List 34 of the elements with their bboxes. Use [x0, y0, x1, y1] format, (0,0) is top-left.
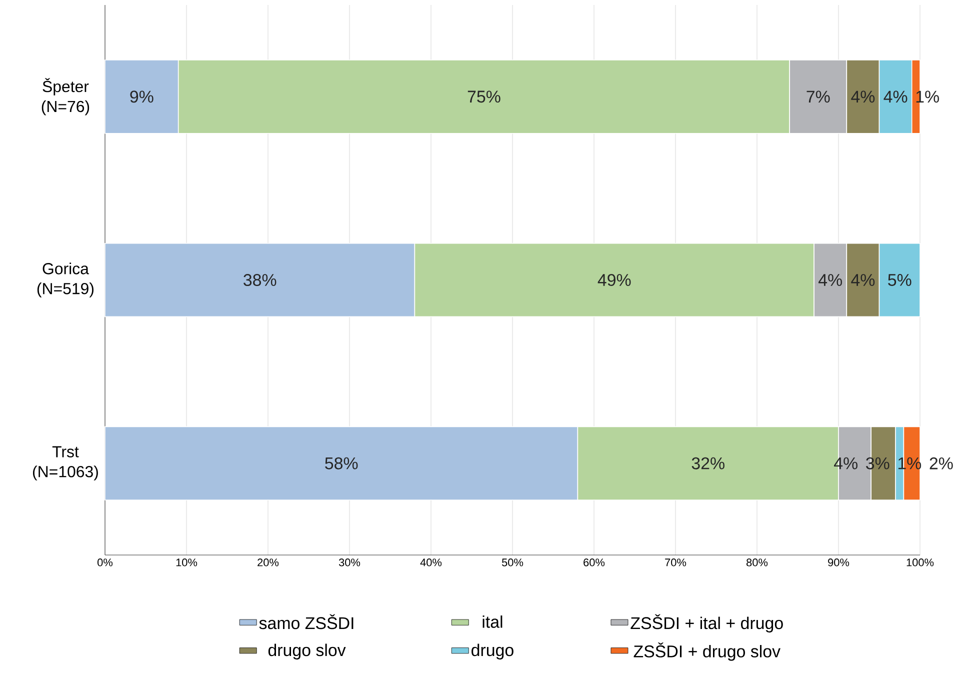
data-label: 4% — [851, 90, 875, 103]
data-label: 2% — [930, 457, 953, 470]
legend-label: drugo slov — [268, 644, 346, 660]
x-tick-label: 70% — [665, 558, 686, 566]
data-label: 32% — [692, 457, 724, 470]
data-label: 75% — [468, 90, 500, 103]
legend-label: ZSŠDI + drugo slov — [634, 642, 780, 661]
data-label: 49% — [598, 274, 631, 286]
data-label: 7% — [806, 90, 830, 103]
data-label: 38% — [244, 274, 276, 286]
data-label: 4% — [818, 274, 842, 286]
data-label: 4% — [851, 274, 875, 286]
x-tick-label: 90% — [828, 558, 850, 566]
x-tick-label: 10% — [176, 558, 198, 566]
y-tick-label: Trst (N=1063) — [33, 446, 98, 480]
legend-label: ital — [482, 615, 502, 628]
x-tick-label: 20% — [258, 558, 279, 566]
y-tick-label: Gorica (N=519) — [37, 262, 94, 298]
x-tick-label: 0% — [98, 558, 113, 566]
x-tick-label: 40% — [420, 558, 442, 566]
data-label: 58% — [325, 457, 358, 470]
x-tick-label: 30% — [338, 558, 360, 566]
y-tick-label: Špeter (N=76) — [42, 78, 90, 116]
legend-label: ZSŠDI + ital + drugo — [630, 614, 783, 633]
data-label: 4% — [834, 457, 858, 470]
data-label: 5% — [888, 274, 912, 286]
x-tick-label: 100% — [906, 558, 934, 566]
legend-label: drugo — [472, 644, 514, 660]
data-label: 4% — [884, 90, 908, 103]
legend-label: samo ZSŠDI — [259, 614, 354, 630]
x-tick-label: 50% — [502, 558, 524, 566]
x-tick-label: 60% — [584, 558, 605, 566]
x-tick-label: 80% — [746, 558, 768, 566]
data-label: 9% — [130, 90, 154, 103]
